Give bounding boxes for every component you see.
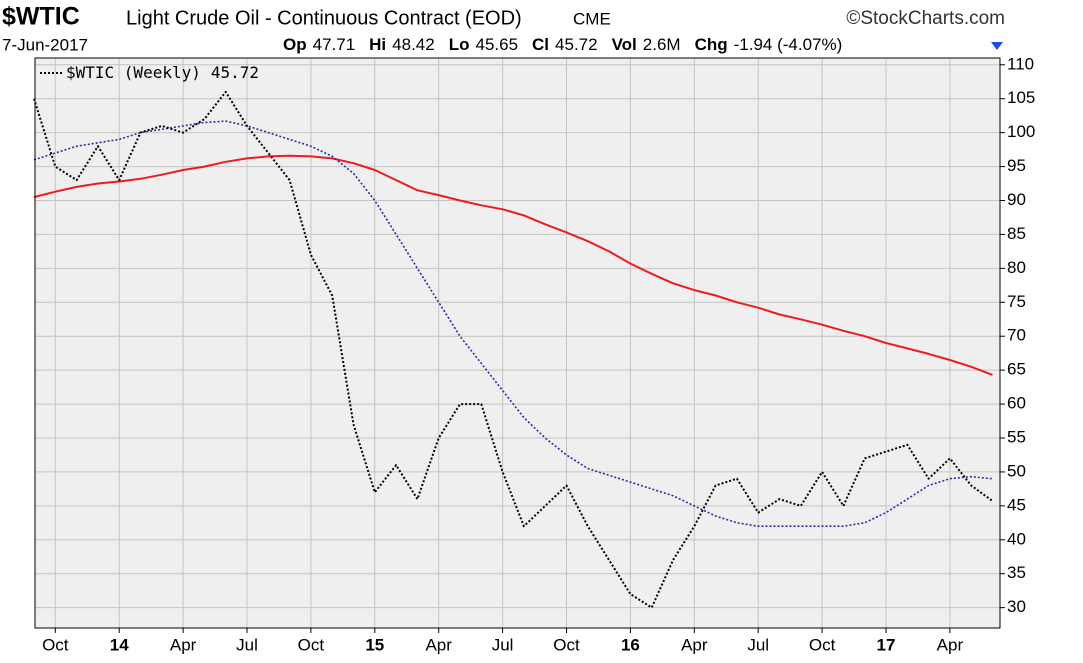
y-tick-label: 80 bbox=[1007, 258, 1026, 277]
y-tick-label: 55 bbox=[1007, 427, 1026, 446]
y-tick-label: 65 bbox=[1007, 360, 1026, 379]
y-tick-label: 45 bbox=[1007, 495, 1026, 514]
series-line bbox=[33, 90, 994, 609]
stat-value: 47.71 bbox=[313, 35, 356, 54]
dropdown-arrow[interactable] bbox=[991, 42, 1003, 50]
y-tick-label: 75 bbox=[1007, 292, 1026, 311]
stat-label: Lo bbox=[449, 35, 470, 54]
x-tick-label: Apr bbox=[937, 635, 964, 654]
stat-value: 48.42 bbox=[392, 35, 435, 54]
legend-value: 45.72 bbox=[211, 63, 259, 82]
x-tick-label: Oct bbox=[42, 635, 69, 654]
y-tick-label: 110 bbox=[1007, 54, 1034, 73]
x-tick-label: 16 bbox=[621, 635, 640, 654]
x-tick-label: Apr bbox=[425, 635, 452, 654]
y-tick-label: 70 bbox=[1007, 326, 1026, 345]
x-tick-label: Jul bbox=[492, 635, 514, 654]
stat-label: Cl bbox=[532, 35, 549, 54]
stat-label: Op bbox=[283, 35, 307, 54]
axes: 30 35 40 45 50 55 60 65 70 75 80 85 90 95 100 105 110 Oct… bbox=[42, 54, 1035, 654]
y-tick-label: 85 bbox=[1007, 224, 1026, 243]
x-tick-label: 17 bbox=[877, 635, 896, 654]
y-tick-label: 35 bbox=[1007, 563, 1026, 582]
stat-label: Vol bbox=[612, 35, 637, 54]
y-tick-label: 90 bbox=[1007, 190, 1026, 209]
series-line bbox=[33, 154, 993, 376]
stat-value: 45.65 bbox=[475, 35, 518, 54]
x-tick-label: Oct bbox=[298, 635, 325, 654]
y-tick-label: 105 bbox=[1007, 88, 1035, 107]
stat-label: Chg bbox=[695, 35, 728, 54]
stat-label: Hi bbox=[369, 35, 386, 54]
y-tick-label: 50 bbox=[1007, 461, 1026, 480]
plot-background bbox=[35, 58, 1000, 628]
y-tick-label: 30 bbox=[1007, 597, 1026, 616]
chart-title: Light Crude Oil - Continuous Contract (E… bbox=[126, 7, 522, 29]
stats: Op 47.71 Hi 48.42 Lo 45.65 Cl 45.72 Vol 2.6M Chg -1… bbox=[283, 35, 842, 54]
x-tick-label: Oct bbox=[809, 635, 836, 654]
legend-label: $WTIC (Weekly) bbox=[66, 63, 201, 82]
x-tick-label: Jul bbox=[236, 635, 258, 654]
x-tick-label: 15 bbox=[365, 635, 384, 654]
x-tick-label: Apr bbox=[170, 635, 197, 654]
stat-value: -1.94 (-4.07%) bbox=[734, 35, 843, 54]
lines bbox=[33, 90, 994, 609]
legend-entry: $WTIC (Weekly) 45.72 bbox=[66, 63, 259, 82]
stat-value: 45.72 bbox=[555, 35, 598, 54]
source: ©StockCharts.com bbox=[846, 8, 1005, 29]
y-tick-label: 40 bbox=[1007, 529, 1026, 548]
x-tick-label: 14 bbox=[110, 635, 129, 654]
grid bbox=[35, 58, 1000, 628]
y-tick-label: 60 bbox=[1007, 394, 1026, 413]
symbol: $WTIC bbox=[2, 3, 80, 31]
stat-value: 2.6M bbox=[643, 35, 681, 54]
plot-border bbox=[34, 57, 1001, 629]
y-tick-label: 95 bbox=[1007, 156, 1026, 175]
series-line bbox=[33, 120, 993, 527]
exchange: CME bbox=[573, 9, 611, 28]
x-tick-label: Oct bbox=[553, 635, 580, 654]
x-tick-label: Apr bbox=[681, 635, 708, 654]
y-tick-label: 100 bbox=[1007, 122, 1035, 141]
x-tick-label: Jul bbox=[747, 635, 769, 654]
date: 7-Jun-2017 bbox=[2, 35, 88, 54]
